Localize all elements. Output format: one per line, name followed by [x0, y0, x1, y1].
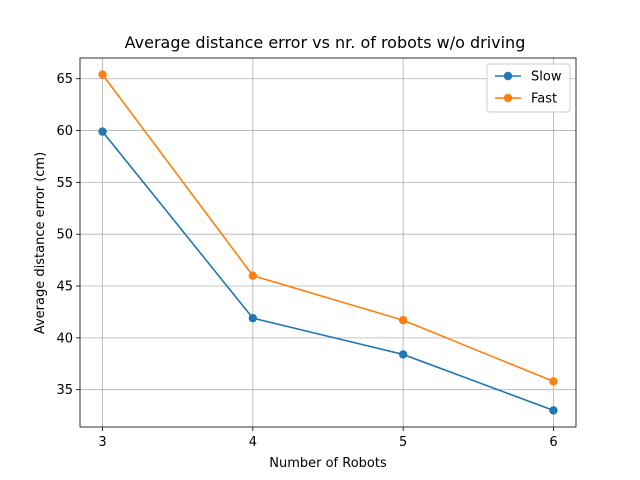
data-point-slow — [549, 406, 558, 415]
plot-frame — [79, 57, 577, 428]
data-point-fast — [549, 377, 558, 386]
data-point-slow — [98, 127, 107, 136]
y-tick-label: 35 — [56, 383, 73, 398]
chart-title: Average distance error vs nr. of robots … — [125, 33, 526, 52]
legend-label: Fast — [531, 92, 557, 107]
y-tick-label: 45 — [56, 280, 73, 295]
x-tick-label: 6 — [549, 435, 557, 450]
x-tick-label: 3 — [98, 435, 106, 450]
x-axis-label: Number of Robots — [269, 456, 387, 471]
data-point-slow — [248, 313, 258, 323]
data-point-fast — [98, 70, 107, 79]
data-point-fast — [248, 271, 258, 280]
y-tick-label: 65 — [56, 72, 73, 87]
legend-swatch-marker — [503, 93, 513, 103]
data-point-fast — [398, 316, 408, 325]
data-point-slow — [398, 350, 408, 359]
legend-label: Slow — [531, 70, 562, 85]
y-tick-label: 60 — [56, 124, 73, 139]
y-axis-label: Average distance error (cm) — [33, 152, 48, 334]
y-tick-label: 55 — [56, 176, 73, 191]
series-line-fast — [101, 74, 554, 383]
legend-swatch-marker — [503, 71, 513, 81]
y-tick-label: 50 — [56, 228, 73, 243]
series-line-slow — [101, 131, 554, 412]
x-tick-label: 4 — [249, 435, 257, 450]
y-tick-label: 40 — [56, 331, 73, 346]
x-tick-label: 5 — [399, 435, 407, 450]
